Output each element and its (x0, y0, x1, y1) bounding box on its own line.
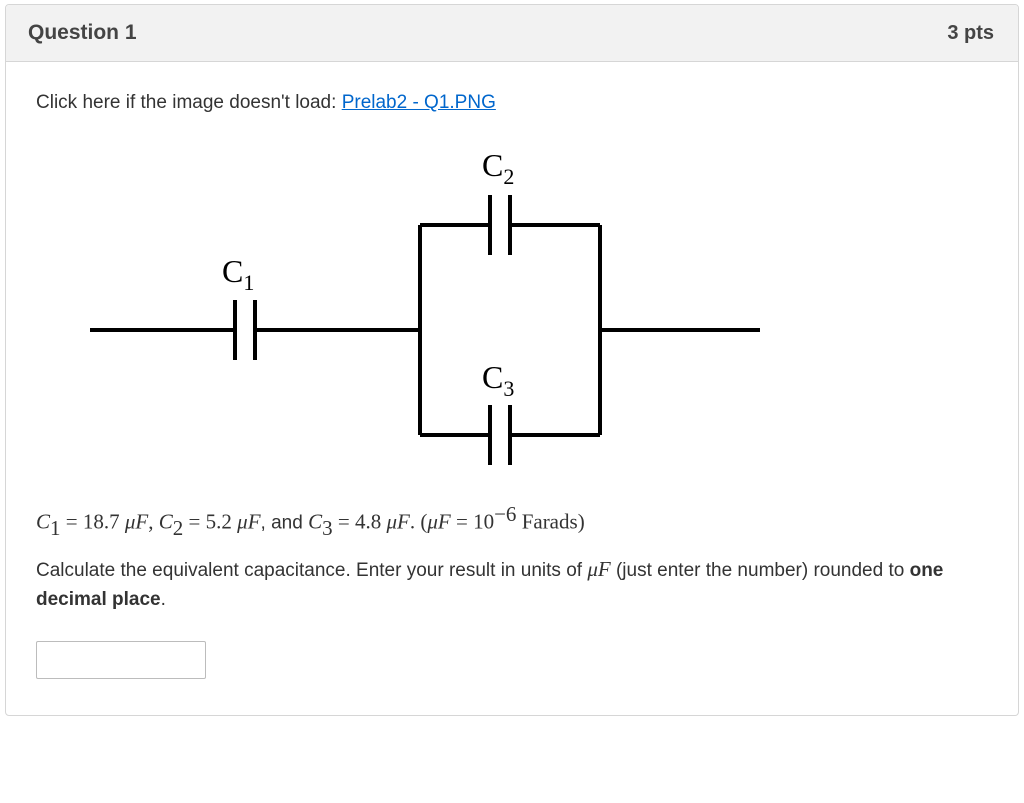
question-card: Question 1 3 pts Click here if the image… (5, 4, 1019, 716)
image-fallback-prompt: Click here if the image doesn't load: Pr… (36, 92, 988, 114)
instruction-line: Calculate the equivalent capacitance. En… (36, 553, 988, 615)
question-title: Question 1 (28, 21, 137, 45)
question-text: C1 = 18.7 μF, C2 = 5.2 μF, and C3 = 4.8 … (36, 498, 988, 615)
label-c3: C3 (482, 359, 514, 401)
label-c1: C1 (222, 253, 254, 295)
circuit-figure: C1 C2 C3 (70, 140, 770, 470)
question-header: Question 1 3 pts (6, 5, 1018, 62)
image-fallback-text: Click here if the image doesn't load: (36, 92, 342, 113)
circuit-svg: C1 C2 C3 (70, 140, 770, 470)
question-points: 3 pts (947, 22, 994, 45)
values-line: C1 = 18.7 μF, C2 = 5.2 μF, and C3 = 4.8 … (36, 498, 988, 543)
answer-input[interactable] (36, 641, 206, 679)
image-fallback-link[interactable]: Prelab2 - Q1.PNG (342, 92, 496, 113)
question-body: Click here if the image doesn't load: Pr… (6, 62, 1018, 715)
label-c2: C2 (482, 147, 514, 189)
